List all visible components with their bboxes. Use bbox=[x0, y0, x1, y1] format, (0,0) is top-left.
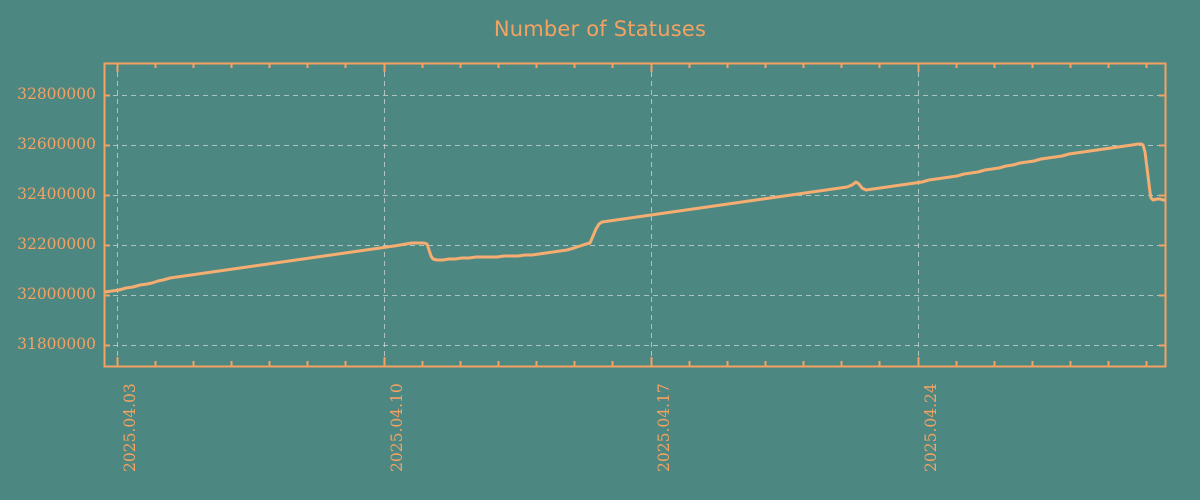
x-axis-tick-label: 2025.04.10 bbox=[388, 383, 406, 472]
x-axis-tick-label: 2025.04.24 bbox=[922, 383, 940, 472]
y-axis-tick-label: 32000000 bbox=[17, 285, 96, 303]
y-axis-tick-label: 31800000 bbox=[17, 335, 96, 353]
y-axis-tick-labels: 31800000 32000000 32200000 32400000 32600000… bbox=[0, 0, 96, 500]
x-axis-tick-label: 2025.04.03 bbox=[121, 383, 139, 472]
plot-border bbox=[103, 62, 1167, 368]
horizontal-gridlines bbox=[104, 95, 1165, 346]
plot-frame bbox=[103, 62, 1167, 368]
y-axis-tick-label: 32600000 bbox=[17, 135, 96, 153]
y-axis-tick-label: 32400000 bbox=[17, 185, 96, 203]
y-axis-tick-label: 32200000 bbox=[17, 235, 96, 253]
data-series-line bbox=[104, 142, 1165, 294]
axis-ticks bbox=[104, 63, 1165, 366]
y-axis-tick-label: 32800000 bbox=[17, 85, 96, 103]
chart-title: Number of Statuses bbox=[493, 17, 707, 41]
x-axis-tick-label: 2025.04.17 bbox=[655, 383, 673, 472]
vertical-gridlines bbox=[117, 63, 919, 366]
